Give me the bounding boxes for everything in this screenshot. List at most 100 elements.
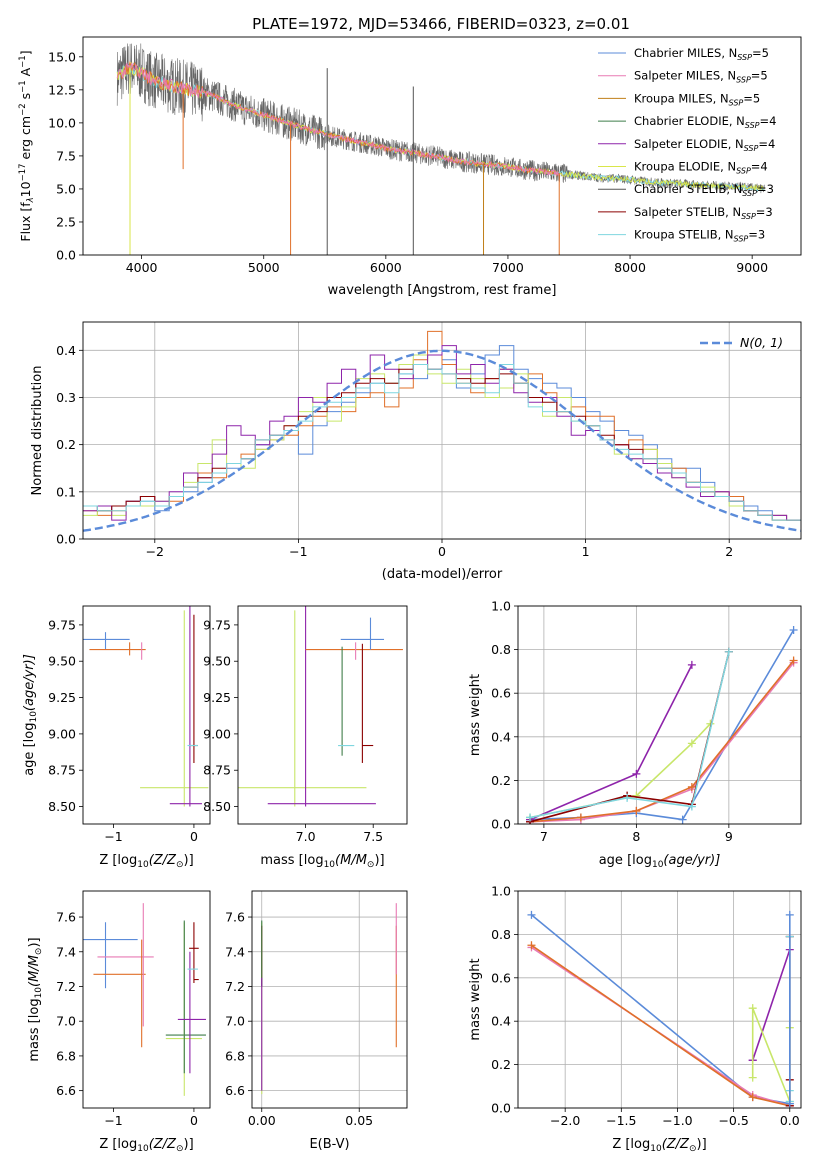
- legend: N(0, 1): [700, 335, 783, 350]
- data-point: [687, 739, 696, 748]
- x-tick-label: 1: [582, 544, 590, 559]
- y-tick-label: 0.1: [56, 484, 76, 499]
- y-tick-label: 7.6: [56, 910, 76, 925]
- legend-entry: Kroupa MILES, NSSP=5: [634, 91, 760, 107]
- plot-area: [83, 330, 801, 532]
- y-tick-label: 1.0: [491, 884, 511, 899]
- label-part: 10: [652, 860, 664, 870]
- label-part: (Z/Z: [149, 853, 177, 868]
- legend-text: Chabrier MILES, N: [634, 46, 737, 60]
- y-tick-label: 6.8: [56, 1048, 76, 1063]
- legend-tail: =3: [756, 205, 773, 219]
- y-axis-label: Flux [fλ10−17 erg cm−2 s−1 A−1]: [18, 50, 36, 241]
- x-tick-label: 0.00: [248, 1113, 276, 1128]
- label-part: 10: [650, 1144, 662, 1154]
- y-tick-label: 9.50: [203, 654, 231, 669]
- legend-text: Chabrier STELIB, N: [634, 182, 742, 196]
- x-axis-label: Z [log10(Z/Z⊙)]: [99, 853, 193, 870]
- x-tick-label: −1: [289, 544, 307, 559]
- data-point: [748, 1093, 757, 1102]
- x-tick-label: −1: [104, 829, 122, 844]
- y-tick-label: 6.8: [225, 1048, 245, 1063]
- x-axis-label: wavelength [Angstrom, rest frame]: [328, 283, 557, 298]
- ticks: 7.0 7.5 8.50 8.75 9.00 9.25 9.50 9.75: [203, 617, 383, 844]
- axes-frame: [517, 890, 802, 1109]
- data-point: [789, 656, 798, 665]
- plot-area: [83, 903, 206, 1096]
- y-tick-label: 0.4: [491, 729, 511, 744]
- errorbar: [189, 614, 198, 763]
- y-tick-label: 9.75: [203, 617, 231, 632]
- legend-text: Salpeter MILES, N: [634, 69, 736, 83]
- y-tick-label: 9.00: [48, 726, 76, 741]
- y-tick-label: 6.6: [225, 1083, 245, 1098]
- y-tick-label: 0.2: [56, 437, 76, 452]
- label-part: erg cm: [18, 116, 33, 164]
- spectrum-panel: 4000 5000 6000 7000 8000 9000 0.0 2.5 5.0 7.5 10.0…: [18, 36, 802, 298]
- x-tick-label: 0: [438, 544, 446, 559]
- y-tick-label: 7.2: [225, 979, 245, 994]
- legend-text: Kroupa ELODIE, N: [634, 160, 736, 174]
- legend-entry: Salpeter ELODIE, NSSP=4: [634, 137, 775, 153]
- legend-text: Salpeter STELIB, N: [634, 205, 741, 219]
- legend-sub: SSP: [745, 121, 760, 130]
- series-line: [751, 949, 791, 1061]
- legend-sub: SSP: [744, 144, 759, 153]
- y-tick-label: 7.0: [225, 1014, 245, 1029]
- label-part: )]: [374, 853, 384, 868]
- label-part: age [log: [599, 853, 652, 868]
- grid: [518, 890, 801, 1109]
- y-tick-label: 0.4: [491, 1014, 511, 1029]
- x-tick-label: 0.05: [345, 1113, 373, 1128]
- grid: [252, 891, 407, 1108]
- label-part: 10: [137, 1144, 149, 1154]
- x-tick-label: 4000: [126, 260, 158, 275]
- plot-area: [261, 903, 397, 1095]
- label-part: −1: [18, 55, 28, 68]
- x-tick-label: 9: [725, 829, 733, 844]
- label-part: (age/yr)]: [663, 853, 720, 868]
- histogram: [83, 364, 801, 521]
- data-point: [748, 1073, 757, 1082]
- legend-sub: SSP: [737, 53, 752, 62]
- weight-vs-metallicity-panel: −2.0 −1.5 −1.0 −0.5 0.0 0.0 0.2 0.4 0.6 0.8 1.0 Z […: [468, 884, 802, 1154]
- x-axis-label: age [log10(age/yr)]: [599, 853, 721, 870]
- label-part: −17: [18, 163, 28, 181]
- data-point: [623, 793, 632, 802]
- x-axis-label: mass [log10(M/M⊙)]: [260, 853, 384, 870]
- data-point: [678, 815, 687, 824]
- data-point: [632, 769, 641, 778]
- label-part: )]: [27, 937, 42, 947]
- x-tick-label: 0: [190, 829, 198, 844]
- legend-entry: Salpeter STELIB, NSSP=3: [634, 205, 773, 221]
- y-tick-label: 0.8: [491, 927, 511, 942]
- y-tick-label: 8.50: [203, 799, 231, 814]
- legend-sub: SSP: [742, 189, 757, 198]
- label-part: ⊙: [176, 1144, 184, 1154]
- legend-tail: =5: [751, 69, 768, 83]
- x-tick-label: 8000: [614, 260, 646, 275]
- y-tick-label: 0.0: [491, 817, 511, 832]
- weight-vs-age-panel: 7 8 9 0.0 0.2 0.4 0.6 0.8 1.0 age [log10(age/yr)]…: [468, 599, 802, 870]
- data-point: [748, 1004, 757, 1013]
- y-tick-label: 5.0: [56, 181, 76, 196]
- label-part: ⊙: [34, 948, 44, 956]
- series-line: [530, 914, 790, 1105]
- y-tick-label: 15.0: [48, 49, 76, 64]
- axes-frame: [517, 605, 802, 825]
- age-vs-mass-panel: 7.0 7.5 8.50 8.75 9.00 9.25 9.50 9.75 mass [log1…: [203, 605, 408, 870]
- age-vs-metallicity-panel: −1 08.508.759.009.259.509.75Z [log10(Z/Z⊙…: [22, 605, 211, 870]
- label-part: )]: [184, 1137, 194, 1152]
- x-tick-label: 2: [725, 544, 733, 559]
- y-axis-label: mass [log10(M/M⊙)]: [27, 937, 44, 1061]
- label-part: ⊙: [689, 1144, 697, 1154]
- label-part: s: [18, 93, 33, 104]
- y-tick-label: 2.5: [56, 214, 76, 229]
- label-part: (Z/Z: [149, 1137, 177, 1152]
- data-point: [527, 941, 536, 950]
- y-tick-label: 0.0: [491, 1101, 511, 1116]
- y-tick-label: 0.2: [491, 773, 511, 788]
- plot-area: [526, 625, 798, 824]
- y-tick-label: 1.0: [491, 599, 511, 614]
- label-part: )]: [697, 1137, 707, 1152]
